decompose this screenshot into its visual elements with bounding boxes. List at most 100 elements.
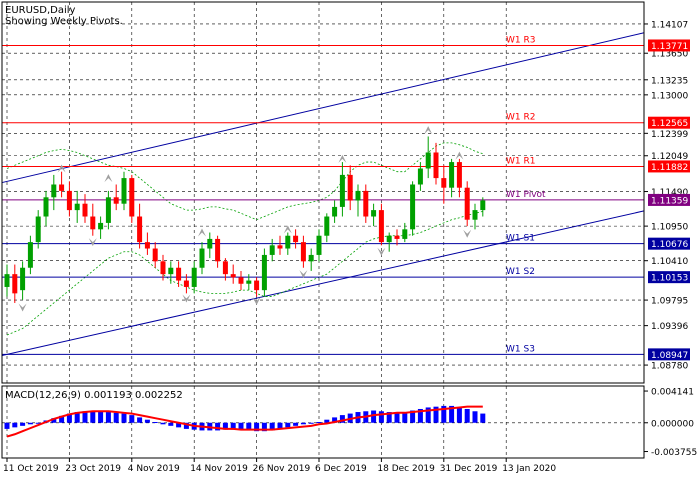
price-tick-label: 1.11490 [651, 188, 688, 198]
pivot-label: W1 R2 [506, 113, 535, 123]
price-badge-label: 1.13771 [651, 42, 688, 52]
time-axis[interactable]: 11 Oct 2019 23 Oct 2019 4 Nov 2019 14 Nov 2… [3, 458, 556, 474]
macd-histogram-bar [472, 411, 478, 423]
time-tick-label: 4 Nov 2019 [128, 464, 180, 474]
macd-histogram-bar [137, 417, 143, 423]
price-axis[interactable]: 1.14107 1.13650 1.13235 1.13000 1.12399 1.120… [644, 20, 690, 372]
price-badge [648, 237, 690, 250]
candle-body [464, 187, 470, 220]
pivot-label: W1 S1 [506, 234, 535, 244]
macd-axis[interactable]: 0.004141 0.000000 -0.003755 [644, 388, 697, 458]
price-tick-label: 1.09396 [651, 322, 688, 332]
macd-histogram-bar [176, 422, 182, 428]
price-badge-label: 1.10153 [651, 274, 688, 284]
candle-body [386, 235, 392, 243]
candle-body [410, 184, 416, 230]
macd-histogram-bar [183, 422, 189, 429]
fractal-up-arrow [424, 126, 433, 135]
price-tick-label: 1.13235 [651, 76, 688, 86]
macd-histogram-bar [402, 412, 408, 423]
price-badge-label: 1.11882 [651, 163, 688, 173]
candle-body [300, 242, 306, 262]
macd-histogram-bar [144, 419, 150, 423]
channel-lower-line [1, 210, 645, 356]
price-envelope [6, 142, 483, 336]
macd-histogram-bar [20, 422, 26, 426]
fractal-down-arrow [88, 238, 97, 247]
macd-histogram-bar [215, 422, 221, 431]
candle-body [261, 254, 267, 291]
candle-body [222, 261, 228, 275]
macd-histogram-bar [113, 412, 119, 423]
macd-histogram-bar [74, 412, 80, 423]
fractals [18, 126, 472, 312]
candle-body [316, 235, 322, 255]
time-tick-label: 11 Oct 2019 [3, 464, 59, 474]
time-tick-label: 18 Dec 2019 [377, 464, 435, 474]
candle-body [90, 216, 96, 230]
pivot-label: W1 S3 [506, 344, 535, 354]
macd-histogram-bar [261, 422, 267, 432]
price-tick-label: 1.13000 [651, 91, 688, 101]
envelope-lower [6, 211, 483, 336]
candles [4, 136, 486, 303]
candle-body [27, 242, 33, 268]
macd-tick-label: 0.000000 [651, 419, 694, 429]
candle-body [12, 274, 18, 294]
macd-histogram-bar [246, 422, 252, 431]
fractal-down-arrow [463, 229, 472, 238]
price-badge-label: 1.10676 [651, 240, 688, 250]
price-tick-label: 1.10410 [651, 257, 688, 267]
candle-body [417, 168, 423, 185]
price-tick-label: 1.12049 [651, 152, 688, 162]
macd-histogram-bar [371, 410, 377, 423]
candle-body [238, 277, 244, 284]
macd-histogram-bar [254, 422, 260, 432]
candle-body [456, 162, 462, 188]
macd-histogram-bar [98, 411, 104, 423]
candle-body [394, 235, 400, 239]
candle-body [152, 248, 158, 262]
macd-histogram-bar [433, 406, 439, 423]
macd-title: MACD(12,26,9) 0.001193 0.002252 [5, 390, 183, 401]
candle-body [480, 200, 486, 211]
macd-histogram-bar [277, 422, 283, 429]
candle-body [121, 178, 127, 204]
price-tick-label: 1.10950 [651, 223, 688, 233]
candle-body [113, 197, 119, 204]
macd-histogram-bar [90, 410, 96, 423]
main-panel-frame [1, 1, 645, 384]
pivot-levels: W1 R3 W1 R2 W1 R1 W1 Pivot W1 S1 W1 S2 W1 S3 [2, 35, 644, 355]
macd-histogram-bar [152, 422, 158, 423]
macd-histogram-bar [160, 422, 166, 425]
macd-histogram-bar [394, 412, 400, 423]
candle-body [339, 174, 345, 207]
candle-body [199, 248, 205, 268]
price-badge-label: 1.12565 [651, 119, 688, 129]
fractal-down-arrow [182, 294, 191, 303]
macd-histogram-bar [293, 422, 299, 426]
macd-histogram-bar [230, 422, 236, 430]
price-badge [648, 348, 690, 361]
macd-histogram-bar [4, 422, 10, 429]
macd-histogram-bar [456, 407, 462, 423]
macd-histogram-bar [332, 417, 338, 423]
macd-histogram-bar [480, 413, 486, 423]
time-tick-label: 14 Nov 2019 [190, 464, 248, 474]
candle-body [378, 210, 384, 243]
macd-histogram-bar [59, 415, 65, 423]
price-badge [648, 271, 690, 284]
fractal-down-arrow [299, 270, 308, 279]
macd-histogram-bar [339, 415, 345, 423]
price-badge [648, 193, 690, 206]
macd-signal-line [6, 405, 483, 438]
macd-histogram-bar [66, 413, 72, 423]
symbol-label: EURUSD,Daily [5, 5, 76, 16]
price-badge [648, 116, 690, 129]
candle-body [324, 216, 330, 236]
candle-body [35, 216, 41, 243]
candle-body [371, 210, 377, 217]
price-channel [1, 32, 645, 356]
